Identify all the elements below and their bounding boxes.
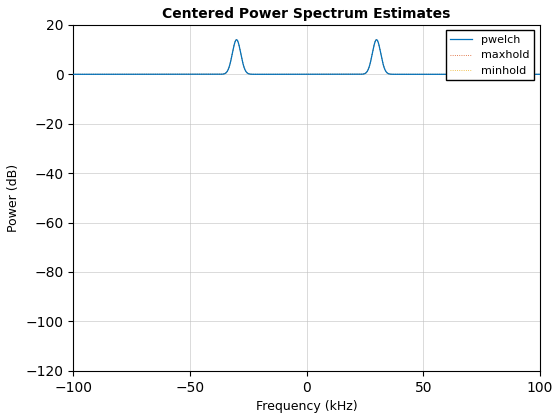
Line: maxhold: maxhold <box>73 40 540 74</box>
maxhold <box>366 63 373 68</box>
minhold <box>70 72 77 77</box>
minhold <box>239 58 246 63</box>
maxhold <box>416 72 423 77</box>
maxhold <box>346 72 353 77</box>
X-axis label: Frequency (kHz): Frequency (kHz) <box>256 400 357 413</box>
maxhold <box>536 72 543 77</box>
minhold <box>366 63 373 68</box>
pwelch <box>416 72 423 77</box>
minhold <box>94 72 100 77</box>
maxhold <box>239 58 246 63</box>
Legend: pwelch, maxhold, minhold: pwelch, maxhold, minhold <box>446 30 534 81</box>
minhold <box>233 37 240 42</box>
Line: minhold: minhold <box>73 40 540 74</box>
pwelch <box>366 63 373 68</box>
pwelch <box>94 72 100 77</box>
Title: Centered Power Spectrum Estimates: Centered Power Spectrum Estimates <box>162 7 451 21</box>
minhold <box>346 72 353 77</box>
pwelch <box>346 72 353 77</box>
pwelch <box>441 72 447 77</box>
Y-axis label: Power (dB): Power (dB) <box>7 164 20 232</box>
minhold <box>536 72 543 77</box>
minhold <box>441 72 447 77</box>
maxhold <box>441 72 447 77</box>
pwelch <box>536 72 543 77</box>
pwelch <box>233 37 240 42</box>
maxhold <box>70 72 77 77</box>
Line: pwelch: pwelch <box>73 40 540 74</box>
minhold <box>416 72 423 77</box>
maxhold <box>94 72 100 77</box>
pwelch <box>239 58 246 63</box>
pwelch <box>70 72 77 77</box>
maxhold <box>233 37 240 42</box>
